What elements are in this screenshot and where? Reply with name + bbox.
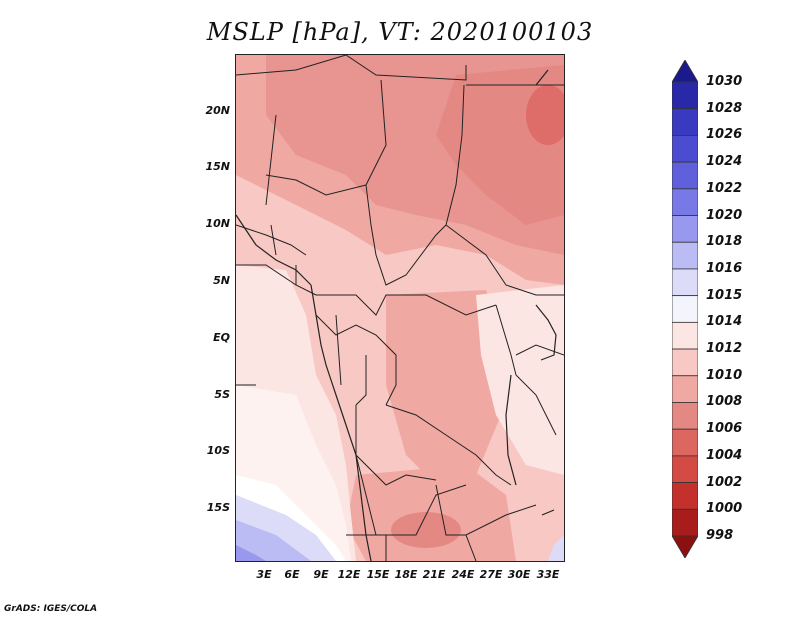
colorbar-segments	[672, 60, 698, 558]
lat-label-20n: 20N	[205, 104, 230, 117]
map-title: MSLP [hPa], VT: 2020100103	[206, 18, 594, 46]
colorbar-label: 1014	[706, 314, 743, 330]
lat-label-10n: 10N	[205, 217, 230, 230]
colorbar-segment	[672, 108, 698, 136]
field-1012-east	[476, 285, 564, 475]
colorbar-segment	[672, 375, 698, 403]
colorbar-label: 998	[706, 528, 734, 543]
lon-label-33e: 33E	[536, 568, 560, 581]
colorbar-label: 1026	[706, 127, 743, 143]
colorbar-label: 1024	[706, 154, 743, 170]
colorbar-segment	[672, 295, 698, 323]
pressure-map	[235, 54, 565, 562]
colorbar-label: 1008	[706, 394, 743, 410]
lon-label-3e: 3E	[256, 568, 272, 581]
lat-label-15n: 15N	[205, 160, 230, 173]
map-field	[236, 55, 564, 561]
lon-label-27e: 27E	[479, 568, 503, 581]
lon-label-24e: 24E	[451, 568, 475, 581]
colorbar-label: 1016	[706, 260, 743, 276]
lat-label-5s: 5S	[214, 388, 230, 401]
lon-label-12e: 12E	[337, 568, 361, 581]
colorbar-label: 1015	[706, 287, 743, 303]
field-1008-central	[386, 290, 506, 485]
colorbar-segment	[672, 455, 698, 483]
colorbar-segment	[672, 161, 698, 190]
colorbar	[672, 60, 698, 558]
colorbar-label: 1010	[706, 367, 743, 383]
colorbar-label: 1022	[706, 180, 743, 196]
colorbar-label: 1030	[706, 74, 743, 89]
colorbar-bottom-arrow	[672, 535, 698, 558]
colorbar-label: 1004	[706, 447, 743, 463]
colorbar-segment	[672, 348, 698, 377]
field-1018	[236, 520, 311, 561]
colorbar-segment	[672, 482, 698, 510]
lat-label-15s: 15S	[206, 501, 230, 514]
lat-label-10s: 10S	[206, 444, 230, 457]
lon-label-21e: 21E	[422, 568, 446, 581]
field-1006-south	[391, 512, 461, 548]
field-1016-se	[548, 535, 564, 561]
colorbar-segment	[672, 402, 698, 430]
colorbar-segment	[672, 321, 698, 350]
colorbar-label: 1000	[706, 501, 743, 517]
colorbar-top-arrow	[672, 60, 698, 83]
colorbar-segment	[672, 135, 698, 163]
colorbar-label: 1012	[706, 341, 743, 357]
colorbar-label: 1018	[706, 234, 743, 250]
colorbar-segment	[672, 508, 698, 537]
field-1020	[236, 545, 266, 561]
colorbar-label: 1002	[706, 474, 743, 490]
lon-axis: 3E 6E 9E 12E 15E 18E 21E 24E 27E 30E 33E	[235, 568, 565, 582]
coastlines	[236, 69, 557, 561]
lon-label-15e: 15E	[366, 568, 390, 581]
colorbar-segment	[672, 188, 698, 216]
lat-label-eq: EQ	[213, 331, 230, 344]
colorbar-label: 1028	[706, 100, 743, 116]
colorbar-label: 1006	[706, 421, 743, 437]
colorbar-segment	[672, 81, 698, 110]
lon-label-9e: 9E	[313, 568, 329, 581]
colorbar-segment	[672, 268, 698, 297]
colorbar-segment	[672, 428, 698, 457]
lat-label-5n: 5N	[213, 274, 230, 287]
lon-label-30e: 30E	[507, 568, 531, 581]
colorbar-segment	[672, 215, 698, 243]
colorbar-segment	[672, 241, 698, 270]
lon-label-6e: 6E	[284, 568, 300, 581]
colorbar-label: 1020	[706, 207, 743, 223]
field-1004	[526, 85, 564, 145]
lon-label-18e: 18E	[394, 568, 418, 581]
credit-text: GrADS: IGES/COLA	[4, 604, 98, 614]
country-borders	[236, 55, 564, 561]
